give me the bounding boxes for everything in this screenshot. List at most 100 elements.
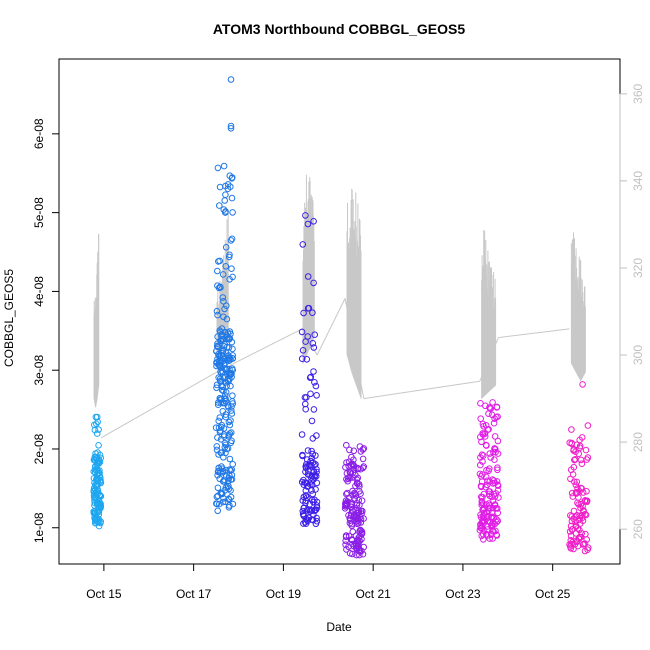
data-point — [300, 481, 308, 489]
data-point — [479, 518, 487, 525]
data-point — [302, 212, 309, 219]
data-point — [214, 507, 221, 515]
data-point — [228, 194, 236, 202]
data-point — [222, 208, 229, 215]
data-point — [228, 410, 236, 417]
data-point — [226, 430, 234, 437]
data-point — [94, 501, 101, 509]
data-point — [311, 379, 318, 386]
data-point — [353, 551, 360, 559]
data-point — [298, 328, 306, 336]
data-point — [216, 428, 224, 436]
data-point — [583, 488, 590, 495]
data-point — [304, 220, 312, 228]
data-point — [312, 486, 319, 493]
data-point — [346, 550, 354, 557]
data-point — [482, 422, 490, 429]
data-point — [579, 381, 586, 388]
data-point — [359, 455, 367, 463]
data-point — [486, 502, 493, 509]
data-point — [227, 476, 235, 483]
data-point — [492, 445, 499, 453]
data-point — [584, 422, 592, 429]
data-point — [222, 366, 230, 374]
data-point — [218, 449, 225, 456]
data-point — [216, 475, 223, 483]
transit-line-segment — [215, 328, 303, 373]
data-point — [218, 377, 225, 385]
data-point — [226, 502, 233, 509]
data-point — [307, 474, 315, 482]
data-point — [305, 304, 313, 312]
data-point — [91, 463, 99, 470]
data-point — [360, 445, 368, 452]
data-point — [573, 478, 581, 486]
data-point — [303, 356, 311, 363]
data-point — [583, 536, 591, 543]
data-point — [313, 514, 320, 522]
data-point — [220, 298, 227, 305]
data-point — [222, 244, 230, 251]
data-point — [477, 415, 485, 423]
data-point — [350, 516, 358, 523]
data-point — [311, 507, 318, 515]
data-point — [215, 284, 223, 292]
data-point — [216, 202, 223, 209]
data-point — [307, 390, 314, 398]
data-point — [568, 439, 576, 447]
data-point — [219, 271, 227, 278]
data-point — [91, 426, 99, 434]
data-point — [308, 481, 316, 489]
data-point — [308, 462, 315, 469]
data-point — [310, 279, 317, 287]
data-point — [486, 404, 493, 411]
data-point — [480, 536, 487, 543]
y-tick-label: 1e-08 — [32, 512, 46, 543]
data-point — [93, 476, 100, 483]
data-point — [572, 522, 580, 529]
data-point — [494, 413, 501, 421]
data-point — [304, 273, 312, 280]
transit-line-segment — [498, 328, 570, 339]
data-point — [342, 464, 349, 471]
data-point — [221, 197, 228, 204]
data-point — [227, 493, 235, 501]
data-point — [343, 500, 350, 508]
data-point — [227, 76, 235, 83]
data-point — [494, 466, 501, 474]
data-point — [567, 545, 575, 552]
data-point — [227, 183, 234, 190]
data-point — [482, 441, 490, 449]
data-point — [570, 507, 578, 515]
data-point — [575, 501, 583, 508]
chart-title: ATOM3 Northbound COBBGL_GEOS5 — [213, 21, 465, 37]
data-point — [227, 467, 234, 474]
x-axis-label: Date — [326, 620, 352, 634]
data-point — [225, 485, 233, 493]
data-point — [219, 498, 227, 506]
x-tick-label: Oct 17 — [176, 587, 212, 601]
x-tick-label: Oct 19 — [266, 587, 302, 601]
data-point — [476, 526, 484, 534]
data-point — [571, 456, 578, 464]
x-axis: Oct 15 Oct 17 Oct 19 Oct 21 Oct 23 Oct 25 — [86, 563, 571, 601]
data-point — [567, 537, 575, 544]
data-point — [312, 452, 319, 459]
data-point — [227, 237, 235, 244]
data-point — [299, 347, 307, 354]
data-point — [489, 476, 496, 483]
data-point — [226, 251, 233, 259]
data-point — [228, 338, 236, 346]
data-point — [488, 411, 496, 419]
data-point — [299, 241, 307, 248]
data-point — [343, 546, 350, 553]
data-point — [215, 399, 222, 406]
data-point — [494, 437, 502, 445]
data-point — [577, 500, 585, 508]
data-point — [477, 433, 484, 441]
data-point — [481, 430, 489, 438]
data-point — [95, 455, 103, 463]
data-point — [570, 515, 577, 523]
data-point — [299, 452, 306, 460]
data-point — [302, 520, 310, 528]
